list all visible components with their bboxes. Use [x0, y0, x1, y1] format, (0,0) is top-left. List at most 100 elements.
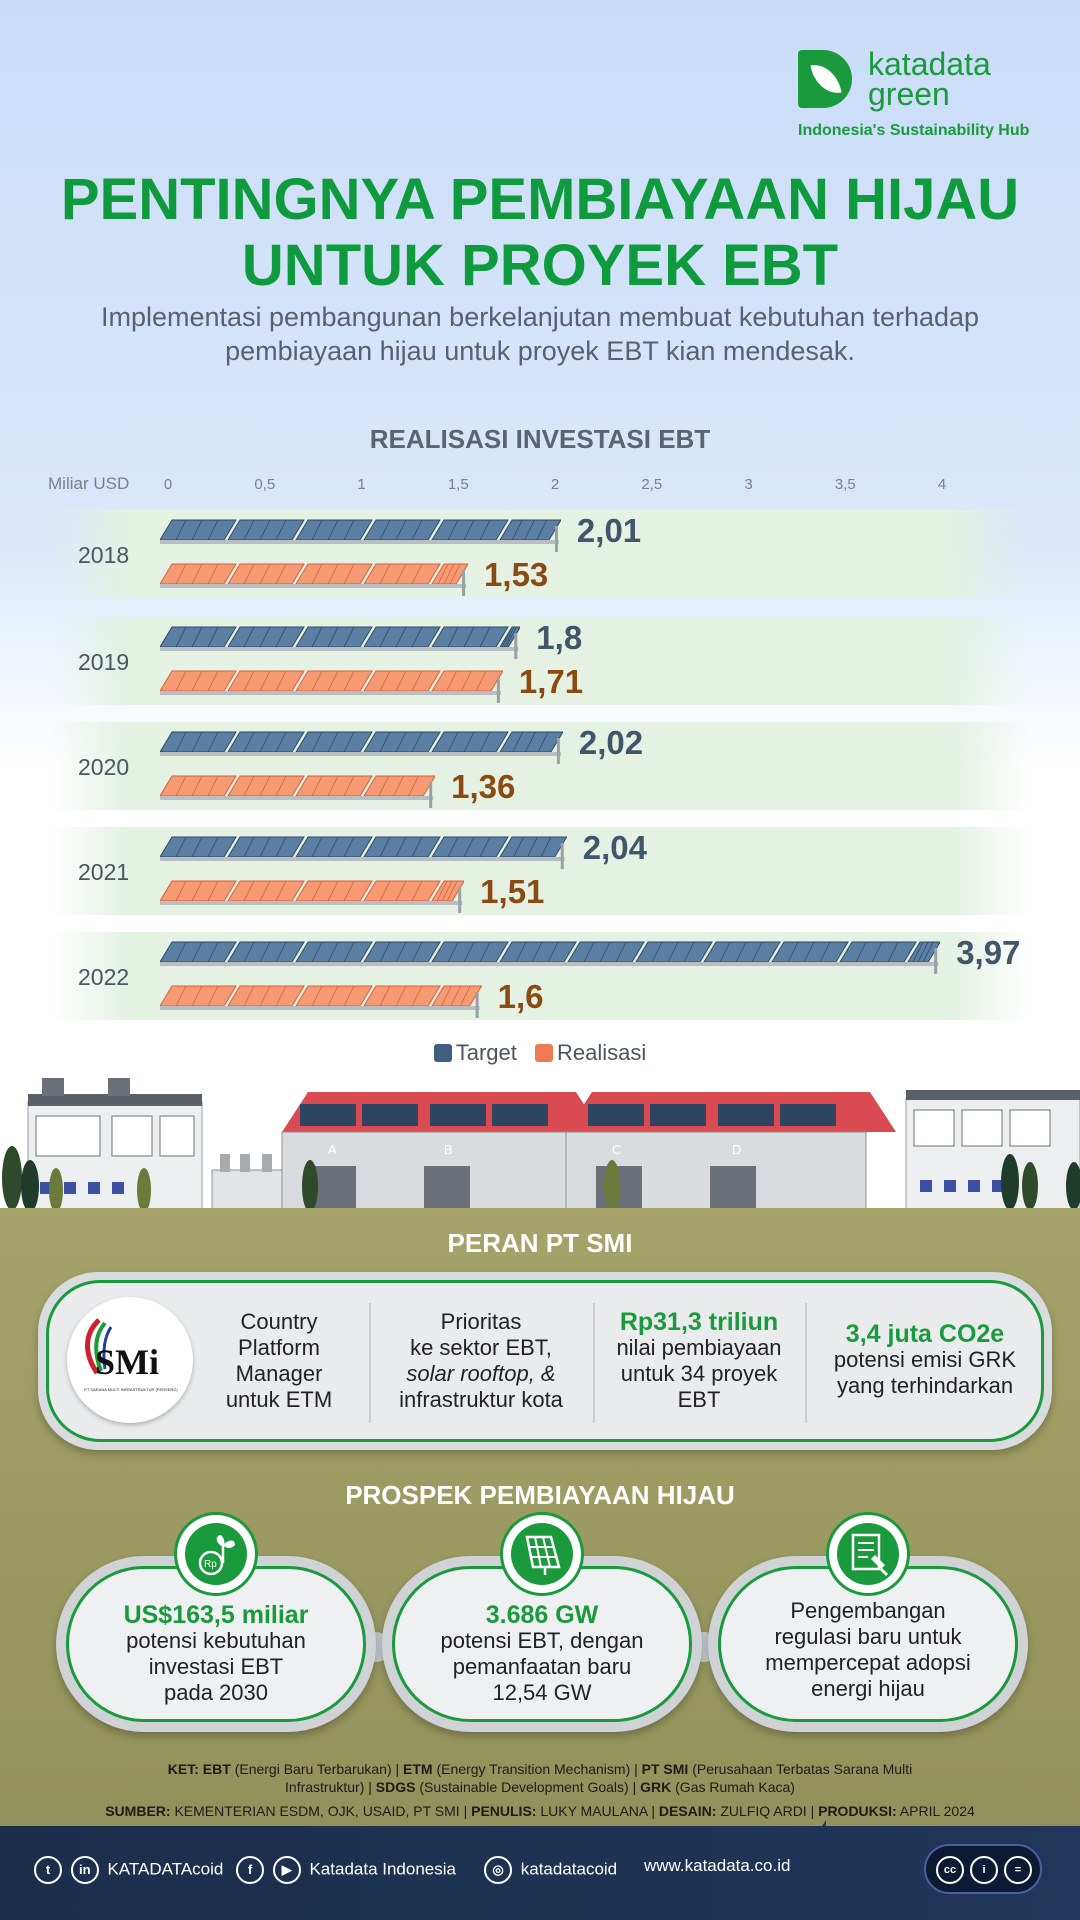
bar-target	[160, 941, 941, 974]
bar-target	[160, 626, 521, 659]
leaf-logo-icon	[798, 50, 852, 108]
notes-text: (Energi Baru Terbarukan) |	[234, 1761, 400, 1777]
bar-realisasi	[160, 775, 436, 808]
prospek-line: energi hijau	[811, 1676, 925, 1701]
twitter-icon[interactable]: t	[34, 1856, 62, 1884]
x-tick-label: 1,5	[447, 476, 469, 493]
chart-title: REALISASI INVESTASI EBT	[369, 424, 711, 454]
data-label-target: 3,97	[956, 934, 1021, 971]
prospek-line: pada 2030	[164, 1680, 268, 1705]
footer-bar: t in KATADATAcoid f ▶ Katadata Indonesia…	[0, 1826, 1080, 1920]
divider	[369, 1303, 371, 1423]
prospek-line: regulasi baru untuk	[774, 1624, 962, 1649]
peran-text: solar rooftop, &	[406, 1361, 556, 1386]
logo-word-green: green	[868, 76, 950, 112]
x-tick-label: 2	[550, 476, 560, 493]
social-handle-katadatacoid[interactable]: KATADATAcoid	[107, 1859, 224, 1879]
peran-text: potensi emisi GRK	[833, 1347, 1017, 1372]
data-label-target: 2,01	[576, 512, 642, 549]
x-tick-label: 1	[357, 476, 366, 493]
peran-text: untuk ETM	[225, 1387, 333, 1412]
warehouse-label-d: D	[732, 1142, 741, 1157]
x-tick-label: 4	[937, 476, 947, 493]
instagram-icon[interactable]: ◎	[484, 1856, 512, 1884]
data-label-realisasi: 1,36	[451, 768, 516, 805]
notes-text: ZULFIQ ARDI |	[720, 1803, 815, 1819]
x-tick-label: 3	[744, 476, 753, 493]
prospek-line: mempercepat adopsi	[765, 1650, 971, 1675]
social-twitter-linkedin[interactable]: t in KATADATAcoid	[34, 1856, 223, 1884]
linkedin-icon[interactable]: in	[70, 1856, 99, 1884]
peran-heading: PERAN PT SMI	[447, 1228, 633, 1258]
prospek-line: potensi kebutuhan	[126, 1628, 306, 1653]
social-handle-instagram[interactable]: katadatacoid	[520, 1859, 618, 1879]
prospek-line: potensi EBT, dengan	[440, 1628, 644, 1653]
notes-label: SUMBER:	[105, 1803, 171, 1819]
notes-text: (Sustainable Development Goals) |	[419, 1779, 637, 1795]
prospek-card-regulasi: Pengembangan regulasi baru untuk memperc…	[708, 1512, 1028, 1732]
notes-term: PT SMI	[641, 1761, 689, 1777]
notes-label: PRODUKSI:	[818, 1803, 897, 1819]
page-title-line2: UNTUK PROYEK EBT	[241, 233, 839, 298]
notes-ket-line2: Infrastruktur) | SDGS (Sustainable Devel…	[0, 1778, 1080, 1796]
data-label-realisasi: 1,71	[518, 663, 584, 700]
smi-logo-text: SMi	[95, 1342, 160, 1382]
notes-credits: SUMBER: KEMENTERIAN ESDM, OJK, USAID, PT…	[0, 1802, 1080, 1820]
legend-item-target: Target	[433, 1040, 517, 1066]
logo-tagline: Indonesia's Sustainability Hub	[798, 122, 1030, 139]
warehouse-label-b: B	[444, 1142, 453, 1157]
bar-target	[160, 519, 561, 552]
notes-label: DESAIN:	[658, 1803, 717, 1819]
bar-realisasi	[160, 880, 465, 913]
notes-text: (Gas Rumah Kaca)	[675, 1779, 795, 1795]
data-label-realisasi: 1,6	[497, 978, 544, 1015]
legend-label-target: Target	[455, 1040, 517, 1065]
social-handle-katadata-indonesia[interactable]: Katadata Indonesia	[309, 1859, 456, 1879]
peran-text: infrastruktur kota	[399, 1387, 563, 1412]
money-plant-icon: Rp	[174, 1512, 258, 1596]
cc-icon: cc	[936, 1856, 964, 1884]
page-subtitle-line1: Implementasi pembangunan berkelanjutan m…	[100, 302, 980, 332]
youtube-icon[interactable]: ▶	[272, 1856, 301, 1884]
website-link[interactable]: www.katadata.co.id	[644, 1856, 791, 1875]
category-label: 2018	[78, 542, 130, 568]
attribution-icon: i	[970, 1856, 998, 1884]
peran-text: nilai pembiayaan	[616, 1335, 782, 1360]
x-tick-label: 2,5	[641, 476, 663, 493]
notes-text: (Perusahaan Terbatas Sarana Multi	[692, 1761, 913, 1777]
bar-realisasi	[160, 985, 482, 1018]
peran-item-pembiayaan: Rp31,3 triliun nilai pembiayaan untuk 34…	[601, 1309, 797, 1413]
x-tick-label: 0,5	[254, 476, 276, 493]
svg-text:Rp: Rp	[204, 1559, 217, 1570]
peran-text: Country	[240, 1309, 318, 1334]
prospek-line: 12,54 GW	[492, 1680, 592, 1705]
smi-logo-subtext: PT SARANA MULTI INFRASTRUKTUR (PERSERO)	[84, 1387, 178, 1392]
notes-term: SDGS	[375, 1779, 416, 1795]
peran-text: EBT	[677, 1387, 721, 1412]
peran-text: Manager	[235, 1361, 323, 1386]
page-subtitle-line2: pembiayaan hijau untuk proyek EBT kian m…	[225, 336, 855, 366]
prospek-line: investasi EBT	[148, 1654, 284, 1679]
factory-landscape-illustration: A B C D	[2, 1078, 1080, 1219]
social-facebook-youtube[interactable]: f ▶ Katadata Indonesia	[236, 1856, 456, 1884]
peran-card: SMi PT SARANA MULTI INFRASTRUKTUR (PERSE…	[38, 1272, 1052, 1450]
page-title-line1: PENTINGNYA PEMBIAYAAN HIJAU	[60, 167, 1020, 232]
bar-realisasi	[160, 563, 469, 596]
category-label: 2022	[78, 964, 130, 990]
regulation-document-icon	[826, 1512, 910, 1596]
social-instagram[interactable]: ◎ katadatacoid	[484, 1856, 617, 1884]
peran-item-emisi: 3,4 juta CO2e potensi emisi GRK yang ter…	[813, 1321, 1037, 1399]
logo-word-katadata: katadata	[868, 46, 991, 82]
legend-item-realisasi: Realisasi	[535, 1040, 646, 1066]
notes-ket-line1: KET: EBT (Energi Baru Terbarukan) | ETM …	[0, 1760, 1080, 1778]
facebook-icon[interactable]: f	[236, 1856, 264, 1884]
category-label: 2021	[78, 859, 130, 885]
peran-text: yang terhindarkan	[836, 1373, 1014, 1398]
notes-label: KET:	[167, 1761, 199, 1777]
smi-logo: SMi PT SARANA MULTI INFRASTRUKTUR (PERSE…	[67, 1297, 193, 1423]
bar-realisasi	[160, 670, 503, 703]
prospek-card-potensi-ebt: 3.686 GW potensi EBT, dengan pemanfaatan…	[382, 1512, 702, 1732]
peran-text: untuk 34 proyek	[620, 1361, 778, 1386]
legend-label-realisasi: Realisasi	[557, 1040, 647, 1065]
